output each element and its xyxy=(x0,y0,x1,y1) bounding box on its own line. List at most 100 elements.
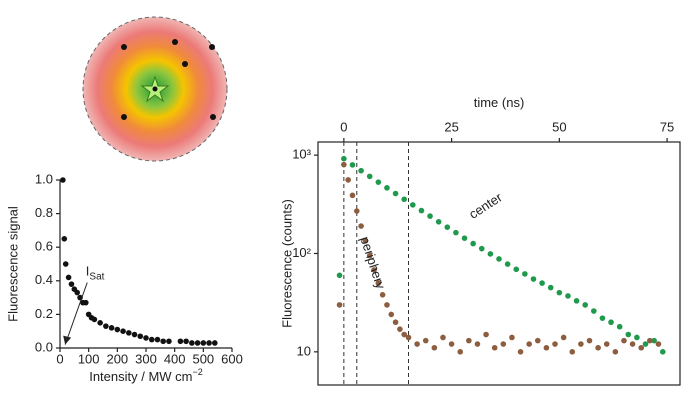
data-point xyxy=(401,196,407,203)
data-point xyxy=(103,323,109,329)
data-point xyxy=(375,280,382,286)
data-point xyxy=(591,308,597,314)
annotation-sub: Sat xyxy=(89,271,104,282)
data-point xyxy=(189,340,195,346)
data-point xyxy=(108,325,115,331)
data-point xyxy=(392,319,399,326)
data-point xyxy=(61,236,68,242)
x-tick-label: 200 xyxy=(106,351,128,366)
data-point xyxy=(543,344,550,351)
data-point xyxy=(642,341,649,347)
data-point xyxy=(401,331,407,338)
y-axis-label: Fluorescence (counts) xyxy=(279,199,294,328)
annotation: ISat xyxy=(86,264,105,282)
y-tick-label: 0.6 xyxy=(35,239,53,254)
data-point xyxy=(183,338,189,345)
y-axis-label: Fluorescence signal xyxy=(5,206,20,322)
data-point xyxy=(595,344,601,351)
data-point xyxy=(375,179,382,185)
x-axis-label: time (ns) xyxy=(474,95,525,110)
annotation-text: I xyxy=(86,264,90,279)
data-point xyxy=(91,316,98,323)
data-point xyxy=(74,289,80,296)
data-point xyxy=(388,311,395,318)
data-point xyxy=(466,337,472,344)
data-point xyxy=(362,237,369,244)
data-point xyxy=(586,337,593,344)
y-tick-label: 0.8 xyxy=(35,205,53,220)
plot-frame xyxy=(317,141,681,386)
data-point xyxy=(353,208,360,214)
data-point xyxy=(453,229,459,236)
data-point xyxy=(638,344,645,351)
y-tick-label: 10³ xyxy=(292,147,311,162)
x-tick-label: 25 xyxy=(444,119,458,134)
data-point xyxy=(379,292,386,298)
x-axis-label-text: time (ns) xyxy=(474,95,525,110)
x-tick-label: 600 xyxy=(221,351,243,366)
data-point xyxy=(517,349,524,355)
data-point xyxy=(530,276,537,282)
y-tick-label: 10 xyxy=(297,343,311,358)
data-point xyxy=(397,326,403,332)
data-point xyxy=(625,331,632,338)
data-point xyxy=(114,326,121,333)
data-point xyxy=(496,256,502,262)
data-point xyxy=(629,341,636,347)
data-point xyxy=(599,315,606,321)
data-point xyxy=(418,207,425,214)
data-point xyxy=(621,337,627,344)
data-point xyxy=(582,302,588,308)
data-point xyxy=(414,341,420,347)
data-point xyxy=(431,344,438,351)
data-point xyxy=(608,319,614,326)
dot xyxy=(209,44,215,50)
data-point xyxy=(148,336,155,343)
data-point xyxy=(366,173,373,180)
data-point xyxy=(491,344,498,351)
data-point xyxy=(60,177,66,183)
data-point xyxy=(578,341,584,347)
x-tick-label: 100 xyxy=(78,351,100,366)
data-point xyxy=(68,281,75,287)
data-point xyxy=(194,340,201,346)
data-point xyxy=(349,162,356,168)
y-tick-label: 10² xyxy=(292,245,311,260)
data-point xyxy=(83,299,89,306)
data-point xyxy=(435,218,442,225)
data-point xyxy=(97,320,103,326)
x-tick-label: 400 xyxy=(164,351,186,366)
data-point xyxy=(526,341,532,347)
data-point xyxy=(62,261,69,267)
data-point xyxy=(487,251,494,257)
arrow-head xyxy=(63,335,72,345)
data-point xyxy=(616,323,623,330)
data-point xyxy=(483,331,489,338)
data-point xyxy=(647,337,653,344)
data-point xyxy=(336,272,343,279)
x-tick-label: 75 xyxy=(660,119,674,134)
data-point xyxy=(341,155,347,162)
data-point xyxy=(634,334,640,341)
data-point xyxy=(457,349,464,355)
data-point xyxy=(160,338,166,345)
data-point xyxy=(371,267,377,273)
dot xyxy=(210,114,216,120)
data-point xyxy=(552,341,558,347)
data-point xyxy=(522,271,528,277)
data-point xyxy=(126,330,132,336)
dot xyxy=(172,39,178,45)
data-point xyxy=(366,252,373,259)
data-point xyxy=(154,336,161,343)
data-point xyxy=(131,331,138,338)
data-point xyxy=(392,190,399,197)
x-tick-label: 500 xyxy=(192,351,214,366)
y-tick-label: 0.4 xyxy=(35,272,53,287)
data-point xyxy=(358,167,364,174)
data-point xyxy=(341,161,347,168)
data-point xyxy=(612,349,619,355)
data-point xyxy=(478,245,485,252)
x-tick-label: 0 xyxy=(56,351,63,366)
